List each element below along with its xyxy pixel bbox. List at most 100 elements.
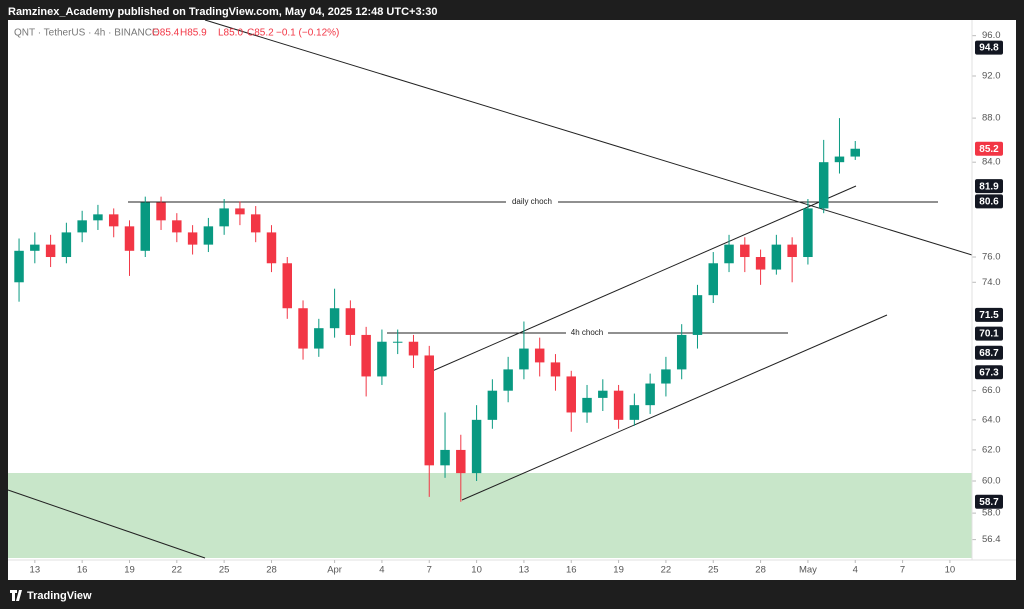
candle-body (582, 397, 592, 413)
price-tag (975, 326, 1003, 341)
trendline (204, 19, 973, 256)
legend-change: −0.1 (−0.12%) (276, 28, 339, 39)
x-tick-label: 4 (853, 565, 858, 576)
y-tick-label: 96.0 (982, 30, 1001, 41)
x-tick-label: 7 (900, 565, 905, 576)
candle-body (108, 214, 119, 227)
candle-body (156, 202, 166, 221)
candle-body (424, 355, 434, 466)
candle-body (298, 308, 308, 349)
candle-body (787, 244, 797, 258)
x-tick-label: 13 (30, 565, 41, 576)
candle-body (456, 449, 466, 474)
candles (14, 118, 860, 502)
candle-body (93, 214, 103, 221)
price-tag-label: 58.7 (979, 497, 999, 508)
price-tag (975, 40, 1003, 55)
candle-body (203, 226, 214, 245)
candle-body (61, 232, 72, 258)
price-tag (975, 194, 1003, 209)
candle-body (408, 341, 419, 356)
candle-body (771, 244, 782, 270)
price-tag-label: 80.6 (979, 196, 999, 207)
overlay: daily choch 4h choch QNT · TetherUS · 4h… (0, 20, 1024, 609)
candle-body (314, 328, 324, 349)
footer-brand: TradingView (27, 590, 92, 602)
candle-body (187, 232, 198, 245)
y-tick-label: 84.0 (982, 157, 1001, 168)
legend-low: L85.0 (218, 28, 243, 39)
x-tick-label: 7 (427, 565, 432, 576)
label-bg (506, 196, 558, 208)
candle-body (708, 263, 718, 296)
candle-body (219, 208, 229, 227)
price-tag-label: 81.9 (979, 181, 999, 192)
candle-body (235, 208, 245, 215)
y-tick-label: 60.0 (982, 476, 1001, 487)
annotation: 4h choch (571, 328, 603, 337)
channel-upper (429, 185, 857, 373)
y-tick-label: 76.0 (982, 252, 1001, 263)
y-tick-label: 88.0 (982, 113, 1001, 124)
candle-body (850, 148, 860, 157)
x-tick-label: 13 (519, 565, 530, 576)
label-bg (566, 327, 608, 339)
candle-body (724, 244, 734, 264)
candle-body (519, 348, 529, 370)
price-tag (975, 494, 1003, 509)
price-tag (975, 345, 1003, 360)
candle-body (818, 162, 829, 209)
candle-body (172, 220, 182, 233)
y-tick-label: 62.0 (982, 444, 1001, 455)
candle-body (329, 308, 340, 329)
y-tick-label: 56.4 (982, 534, 1001, 545)
price-tag-label: 71.5 (979, 310, 999, 321)
plot: 96.0 92.0 88.0 84.0 76.0 74.0 66.0 64.0 62.0 60.0… (7, 19, 1001, 559)
candle-body (834, 156, 845, 163)
x-tick-label: 25 (708, 565, 719, 576)
x-tick-label: 28 (266, 565, 277, 576)
candle-body (140, 202, 150, 251)
price-tag-label: 85.2 (979, 144, 999, 155)
x-tick-label: Apr (327, 565, 342, 576)
demand-zone (8, 473, 972, 558)
candle-body (534, 348, 545, 363)
x-tick-label: 10 (945, 565, 956, 576)
annotation: daily choch (512, 197, 552, 206)
candle-body (740, 244, 750, 258)
y-tick-label: 58.0 (982, 508, 1001, 519)
price-tag-label: 94.8 (979, 43, 999, 54)
x-tick-label: 28 (755, 565, 766, 576)
x-tick-label: 22 (661, 565, 672, 576)
x-tick-label: May (799, 565, 817, 576)
candle-body (629, 405, 640, 420)
candle-body (282, 263, 292, 309)
price-tag-label: 70.1 (979, 329, 999, 340)
candle-body (124, 226, 135, 251)
candle-body (676, 334, 687, 370)
candle-body (503, 369, 513, 391)
candle-body (613, 390, 624, 420)
price-tag-label: 68.7 (979, 348, 999, 359)
legend-open: O85.4 (152, 28, 180, 39)
candle-body (566, 376, 576, 413)
candle-body (645, 383, 655, 406)
legend-close: C85.2 (247, 28, 274, 39)
candle-body (45, 244, 56, 258)
candle-body (377, 341, 387, 377)
candle-body (266, 232, 277, 264)
candle-body (392, 341, 403, 343)
legend-high: H85.9 (180, 28, 207, 39)
channel-lower (461, 314, 888, 501)
candle-body (440, 449, 450, 466)
y-tick-label: 64.0 (982, 414, 1001, 425)
price-tag (975, 365, 1003, 380)
candle-body (30, 244, 40, 251)
candle-body (692, 295, 703, 335)
candle-body (361, 334, 371, 377)
price-tag (975, 307, 1003, 322)
candle-body (487, 390, 498, 420)
candle-body (598, 390, 608, 398)
candle-body (471, 419, 482, 474)
